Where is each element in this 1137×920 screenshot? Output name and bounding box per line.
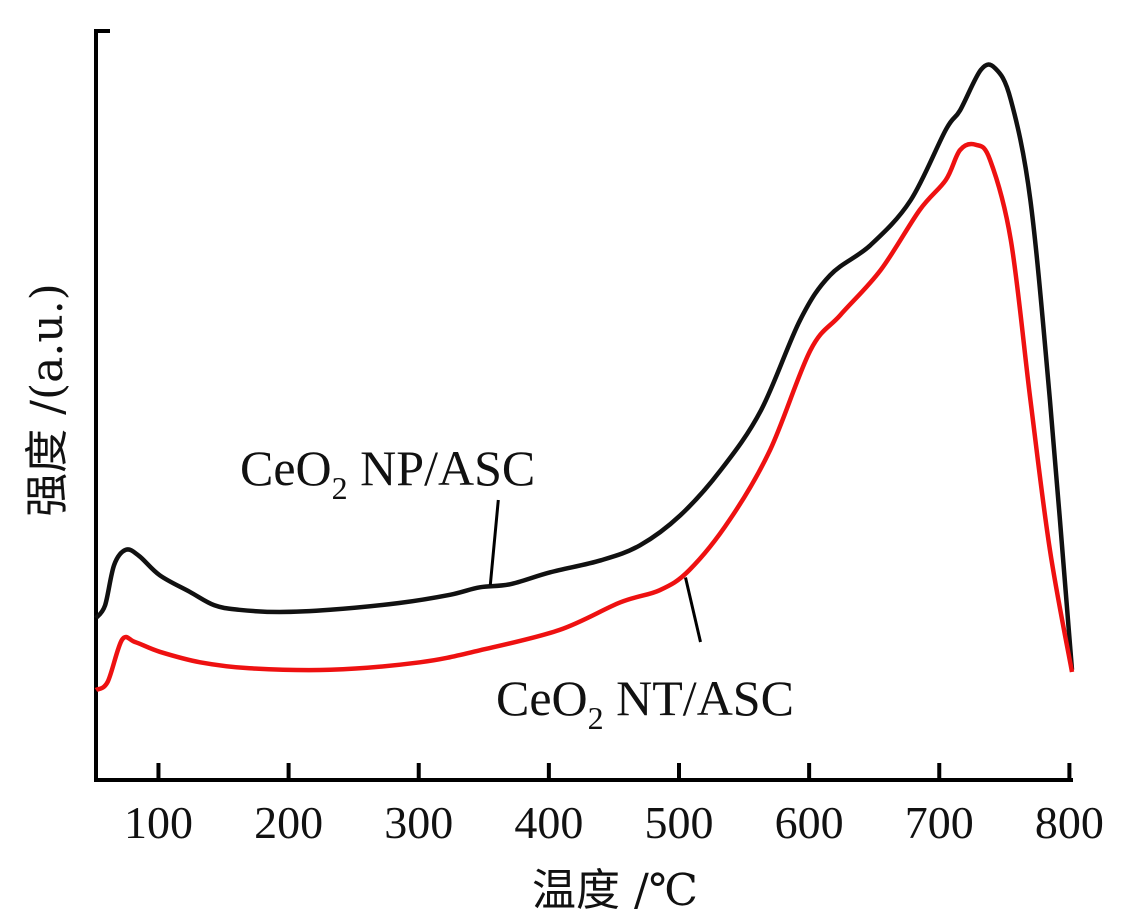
x-ticks: 100 200 300 400 500 600 700 800 xyxy=(124,763,1104,848)
x-tick-label: 100 xyxy=(124,797,193,848)
nt-series-label: CeO2 NT/ASC xyxy=(496,670,794,736)
x-tick-label: 800 xyxy=(1035,797,1104,848)
np-series-label: CeO2 NP/ASC xyxy=(240,440,535,506)
axes xyxy=(94,29,1073,782)
x-tick-label: 400 xyxy=(514,797,583,848)
x-tick-label: 200 xyxy=(254,797,323,848)
nt-label-rest: NT/ASC xyxy=(604,670,794,726)
series-layer xyxy=(94,62,1075,693)
series-line-np xyxy=(94,62,1075,670)
np-leader-line xyxy=(488,499,500,586)
np-label-sub: 2 xyxy=(332,470,348,506)
np-label-rest: NP/ASC xyxy=(348,440,536,496)
x-tick-label: 500 xyxy=(644,797,713,848)
nt-leader-line xyxy=(684,577,702,643)
x-tick-label: 600 xyxy=(775,797,844,848)
np-label-main: CeO xyxy=(240,440,332,496)
y-axis-title: 强度 /(a.u.) xyxy=(22,283,73,517)
nt-label-sub: 2 xyxy=(588,700,604,736)
x-tick-label: 700 xyxy=(905,797,974,848)
series-line-nt xyxy=(94,141,1075,693)
nt-label-main: CeO xyxy=(496,670,588,726)
x-tick-label: 300 xyxy=(384,797,453,848)
annotations: CeO2 NP/ASC CeO2 NT/ASC xyxy=(240,440,794,736)
x-axis-title: 温度 /℃ xyxy=(532,865,698,916)
